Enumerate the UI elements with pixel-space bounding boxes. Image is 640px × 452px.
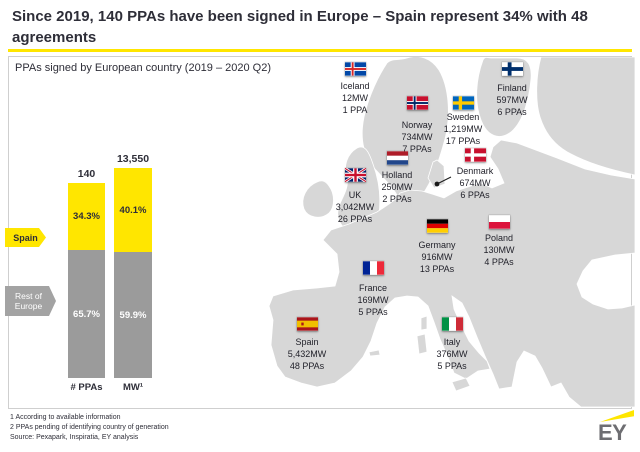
footnote-1: 1 According to available information <box>10 414 121 421</box>
bar-ppas-spain-segment: 34.3% <box>68 183 105 250</box>
map-country-germany: Germany 916MW 13 PPAs <box>409 219 465 275</box>
country-name: Denmark <box>456 166 494 176</box>
country-mw: 597MW <box>496 95 528 105</box>
country-mw: 376MW <box>436 349 468 359</box>
chart-subtitle: PPAs signed by European country (2019 – … <box>15 62 272 74</box>
holland-flag-icon <box>386 151 408 165</box>
map-country-italy: Italy 376MW 5 PPAs <box>424 317 480 372</box>
map-russia <box>536 57 635 176</box>
page-title: Since 2019, 140 PPAs have been signed in… <box>12 8 588 46</box>
country-ppas: 4 PPAs <box>484 257 514 267</box>
country-name: Germany <box>418 240 456 250</box>
map-country-holland: Holland 250MW 2 PPAs <box>369 151 425 205</box>
country-name: Sweden <box>446 112 480 122</box>
denmark-flag-icon <box>464 148 486 162</box>
country-ppas: 13 PPAs <box>419 264 455 274</box>
country-mw: 1,219MW <box>443 124 483 134</box>
germany-flag-icon <box>426 219 448 233</box>
map-sicily <box>451 377 471 392</box>
source-line: Source: Pexapark, Inspiratia, EY analysi… <box>10 434 139 441</box>
map-country-sweden: Sweden 1,219MW 17 PPAs <box>435 96 491 147</box>
legend-tag-rest-of-europe: Rest of Europe <box>5 286 56 316</box>
bar-mw-rest-segment: 59.9% <box>114 252 152 378</box>
country-ppas: 6 PPAs <box>460 190 490 200</box>
map-country-poland: Poland 130MW 4 PPAs <box>471 215 527 268</box>
country-ppas: 26 PPAs <box>337 214 373 224</box>
poland-flag-icon <box>488 215 510 229</box>
country-name: Norway <box>401 120 433 130</box>
ey-logo-text: EY <box>598 420 627 445</box>
bar-mw-total: 13,550 <box>116 153 150 165</box>
bar-mw: 13,550 40.1% 59.9% <box>114 153 152 378</box>
country-name: Poland <box>484 233 514 243</box>
map-sardinia <box>416 333 428 355</box>
map-country-denmark: Denmark 674MW 6 PPAs <box>447 148 503 201</box>
country-ppas: 6 PPAs <box>497 107 527 117</box>
norway-flag-icon <box>406 96 428 110</box>
denmark-connector <box>434 176 452 187</box>
country-name: France <box>358 283 387 293</box>
country-mw: 734MW <box>401 132 433 142</box>
country-mw: 169MW <box>357 295 389 305</box>
map-country-iceland: Iceland 12MW 1 PPA <box>327 62 383 116</box>
title-yellow-rule <box>8 49 632 52</box>
bar-mw-rest-pct: 59.9% <box>119 309 147 321</box>
country-mw: 5,432MW <box>287 349 327 359</box>
country-ppas: 5 PPAs <box>437 361 467 371</box>
bar-ppas-total: 140 <box>77 168 96 180</box>
map-country-norway: Norway 734MW 7 PPAs <box>389 96 445 155</box>
country-ppas: 5 PPAs <box>358 307 388 317</box>
country-name: Holland <box>381 170 413 180</box>
country-mw: 674MW <box>459 178 491 188</box>
country-name: UK <box>348 190 362 200</box>
map-country-finland: Finland 597MW 6 PPAs <box>484 62 540 118</box>
map-ireland <box>302 180 334 218</box>
bar-ppas-spain-pct: 34.3% <box>73 211 100 222</box>
legend-tag-spain: Spain <box>5 228 46 247</box>
map-finland <box>476 57 532 137</box>
country-ppas: 7 PPAs <box>402 144 432 154</box>
country-mw: 250MW <box>381 182 413 192</box>
bar-ppas-rest-pct: 65.7% <box>73 308 100 320</box>
france-flag-icon <box>362 261 384 275</box>
bar-ppas-rest-segment: 65.7% <box>68 250 105 378</box>
axis-label-ppas: # PPAs <box>70 382 103 393</box>
country-name: Finland <box>497 83 527 93</box>
country-mw: 12MW <box>341 93 368 103</box>
map-balearics <box>368 349 381 357</box>
bar-mw-spain-segment: 40.1% <box>114 168 152 252</box>
bar-ppas: 140 34.3% 65.7% <box>68 168 105 378</box>
map-denmark <box>427 159 446 189</box>
country-name: Italy <box>443 337 461 347</box>
axis-label-mw: MW¹ <box>122 382 144 393</box>
footnotes: 1 According to available information 2 P… <box>10 413 169 443</box>
footnote-2: 2 PPAs pending of identifying country of… <box>10 424 169 431</box>
finland-flag-icon <box>501 62 523 76</box>
country-mw: 130MW <box>483 245 515 255</box>
country-ppas: 2 PPAs <box>382 194 412 204</box>
map-mainland <box>268 139 635 407</box>
map-country-france: France 169MW 5 PPAs <box>345 261 401 318</box>
country-name: Spain <box>295 337 319 347</box>
map-country-uk: UK 3,042MW 26 PPAs <box>327 168 383 225</box>
map-country-spain: Spain 5,432MW 48 PPAs <box>279 317 335 372</box>
uk-flag-icon <box>344 168 366 182</box>
map-corsica <box>420 315 428 331</box>
country-ppas: 1 PPA <box>342 105 368 115</box>
bar-mw-spain-pct: 40.1% <box>119 204 147 216</box>
country-name: Iceland <box>340 81 370 91</box>
ey-logo: EY <box>598 410 634 445</box>
iceland-flag-icon <box>344 62 366 76</box>
country-ppas: 17 PPAs <box>445 136 481 146</box>
country-ppas: 48 PPAs <box>289 361 325 371</box>
country-mw: 3,042MW <box>335 202 375 212</box>
italy-flag-icon <box>441 317 463 331</box>
country-mw: 916MW <box>421 252 453 262</box>
spain-flag-icon <box>296 317 318 331</box>
sweden-flag-icon <box>452 96 474 110</box>
